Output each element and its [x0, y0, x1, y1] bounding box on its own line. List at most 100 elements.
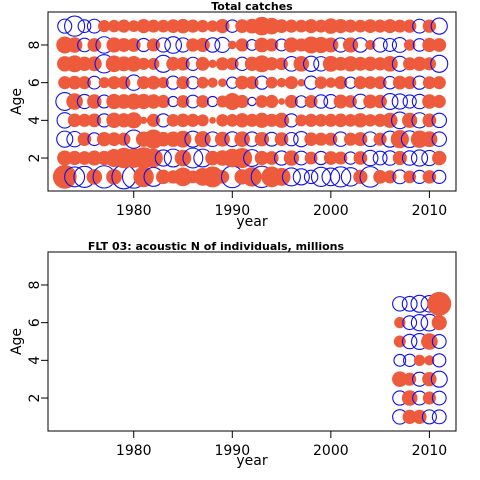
bubble-point	[254, 112, 270, 128]
bubble-point	[304, 151, 318, 165]
bubble-point	[373, 76, 387, 90]
bubble-point	[164, 36, 183, 54]
bubble-point	[242, 167, 262, 187]
bubble-point	[363, 19, 378, 34]
bubble-point	[144, 148, 163, 168]
bubble-point	[363, 94, 378, 109]
bubble-point	[364, 114, 377, 127]
chart-title: FLT 03: acoustic N of individuals, milli…	[88, 240, 345, 253]
y-tick-label: 6	[27, 78, 43, 87]
bubble-point	[325, 77, 337, 88]
bubble-point	[284, 76, 298, 90]
bubble-point	[254, 37, 270, 53]
bubble-point	[146, 94, 161, 109]
x-tick-label: 2000	[313, 203, 349, 219]
plot-frame	[47, 251, 457, 432]
bubble-point	[402, 315, 418, 331]
bubble-point	[156, 169, 171, 185]
bubble-point	[304, 95, 318, 108]
bubble-point	[432, 169, 447, 184]
y-tick-label: 6	[27, 318, 43, 327]
x-axis-label: year	[236, 453, 267, 469]
bubble-point	[273, 112, 290, 128]
bubble-point	[137, 76, 151, 90]
bubble-point	[372, 37, 388, 53]
bubble-point	[107, 19, 121, 33]
bubble-point	[235, 38, 249, 52]
bubble-point	[98, 20, 111, 33]
bubble-point	[227, 40, 237, 50]
bubble-point	[195, 56, 210, 71]
bubble-point	[382, 19, 397, 34]
bubble-point	[314, 76, 328, 89]
bubble-point	[254, 150, 269, 166]
bubble-point	[87, 94, 102, 109]
bubble-point	[175, 18, 191, 34]
bubble-point	[146, 19, 160, 33]
bubble-point	[431, 409, 447, 425]
total-catches-panel: Total catches 1980 1990 2000 2010 2 4 6 8 year Age	[9, 0, 457, 230]
bubble-point	[77, 132, 92, 146]
y-axis-label: Age	[9, 328, 25, 355]
bubble-point	[56, 130, 74, 148]
bubble-point	[166, 56, 181, 71]
bubble-point	[432, 353, 447, 368]
bubble-point	[432, 94, 446, 109]
bubble-point	[202, 166, 224, 188]
bubble-point	[157, 77, 169, 89]
x-tick-label: 1980	[116, 203, 152, 219]
bubble-point	[363, 76, 377, 90]
bubble-point	[410, 294, 429, 313]
x-tick-label: 2010	[412, 203, 448, 219]
bubble-point	[283, 37, 300, 53]
bubble-point	[137, 57, 150, 70]
bubble-point	[362, 149, 379, 167]
bubble-point	[126, 38, 141, 52]
bubble-point	[410, 313, 429, 332]
bubble-point	[363, 56, 378, 72]
bubble-point	[253, 55, 271, 73]
bubble-point	[139, 116, 148, 124]
y-tick-label: 2	[27, 154, 43, 163]
bubble-point	[206, 20, 219, 32]
x-tick-label: 2010	[412, 443, 448, 459]
chart-title: Total catches	[211, 0, 293, 13]
bubble-point	[422, 37, 437, 53]
bubble-point	[215, 57, 229, 71]
bubble-point	[343, 19, 358, 33]
bubble-point	[421, 409, 437, 425]
y-tick-label: 8	[27, 41, 43, 50]
bubble-point	[265, 57, 279, 71]
bubble-point	[107, 132, 121, 147]
bubble-point	[196, 95, 210, 108]
bubble-point	[106, 37, 122, 53]
bubble-point	[125, 112, 142, 129]
bubble-point	[403, 170, 417, 184]
bubble-point	[196, 76, 209, 89]
bubble-point	[430, 17, 448, 35]
bubble-point	[382, 112, 398, 128]
bubble-point	[156, 19, 170, 33]
bubble-point	[302, 55, 320, 72]
bubble-point	[304, 113, 318, 127]
bubble-point	[393, 19, 407, 33]
y-tick-label: 2	[27, 394, 43, 403]
bubble-point	[343, 132, 358, 146]
bubble-point	[310, 166, 332, 187]
bubble-point	[322, 55, 339, 72]
bubble-point	[431, 131, 447, 147]
bubble-point	[424, 355, 435, 366]
bubble-point	[431, 315, 447, 331]
bubble-point	[413, 354, 426, 366]
bubble-point	[214, 36, 231, 54]
bubble-point	[373, 132, 387, 146]
bubble-point	[255, 95, 269, 108]
bubble-point	[431, 334, 447, 349]
bubble-point	[430, 370, 448, 388]
bubble-point	[276, 77, 287, 88]
bubble-point	[373, 169, 388, 184]
bubble-point	[402, 409, 417, 424]
bubble-point	[186, 113, 200, 127]
bubble-point	[223, 93, 241, 110]
